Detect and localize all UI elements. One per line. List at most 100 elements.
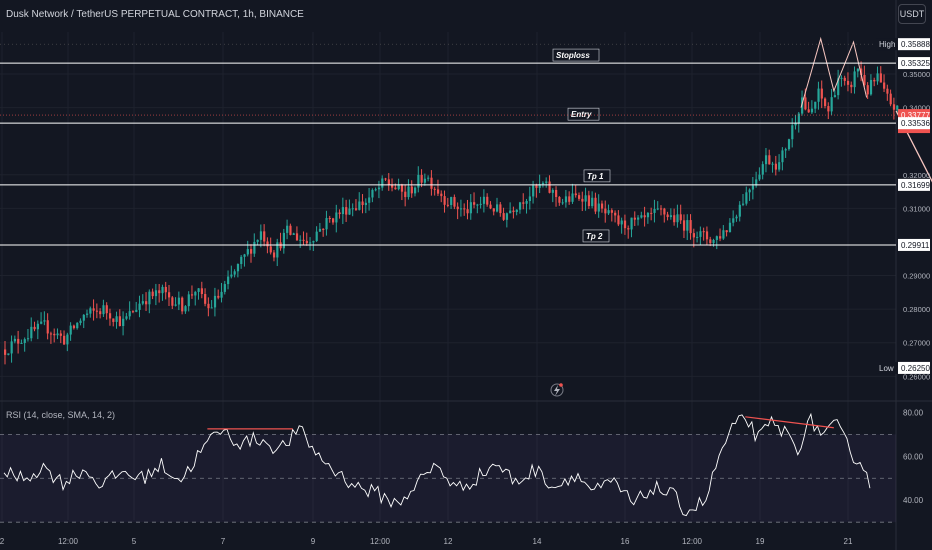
candle xyxy=(358,192,361,211)
candle xyxy=(466,199,469,220)
candle xyxy=(10,335,13,363)
candle xyxy=(702,227,705,241)
candle xyxy=(53,328,56,343)
candle-body xyxy=(594,197,597,212)
time-tick-label: 16 xyxy=(621,537,630,546)
candle-body xyxy=(151,291,154,297)
candle xyxy=(433,186,436,196)
candle-body xyxy=(325,218,328,230)
candle-body xyxy=(400,184,404,192)
candle-body xyxy=(840,77,843,79)
candle-body xyxy=(778,162,781,170)
candle xyxy=(669,208,673,220)
candle xyxy=(217,289,220,300)
candle-body xyxy=(578,195,581,199)
candle-body xyxy=(496,204,499,212)
price-label-badge xyxy=(898,117,930,130)
candle-body xyxy=(784,149,787,151)
candle xyxy=(450,196,453,209)
candle xyxy=(348,199,351,215)
candle-body xyxy=(699,231,702,237)
candle-body xyxy=(830,97,833,112)
candle-body xyxy=(79,320,82,323)
candle xyxy=(863,65,866,88)
candle xyxy=(525,198,528,214)
candle xyxy=(345,199,348,222)
candle-body xyxy=(889,93,892,105)
candle xyxy=(725,230,728,237)
candle-body xyxy=(863,74,866,86)
candle-body xyxy=(715,236,718,240)
candle xyxy=(131,310,135,314)
candle-body xyxy=(814,101,817,109)
candle-body xyxy=(676,214,679,223)
candle-body xyxy=(276,242,279,258)
level-label-text: Stoploss xyxy=(556,51,590,60)
candle-body xyxy=(105,305,108,314)
candle xyxy=(161,284,164,301)
rsi-divergence-line xyxy=(745,416,834,429)
candle xyxy=(463,203,466,216)
candle-body xyxy=(391,184,394,188)
candle-body xyxy=(36,323,39,330)
candle-body xyxy=(207,303,210,309)
candle-body xyxy=(456,206,459,210)
candle-body xyxy=(732,218,735,223)
candle xyxy=(505,212,509,228)
candle xyxy=(784,147,787,158)
candle-body xyxy=(423,178,427,183)
candle xyxy=(614,210,617,223)
candle-body xyxy=(115,316,118,322)
candle-body xyxy=(850,84,853,88)
candle xyxy=(145,292,148,312)
candle xyxy=(604,200,607,223)
candle-body xyxy=(145,301,148,305)
candle-body xyxy=(774,163,777,170)
candle-body xyxy=(302,239,305,241)
candle-body xyxy=(250,249,253,254)
candle-body xyxy=(30,326,33,339)
candle xyxy=(892,97,896,120)
candle xyxy=(610,208,613,222)
price-label-value: 0.35888 xyxy=(901,40,930,49)
candle xyxy=(177,291,181,311)
candle-body xyxy=(492,208,495,212)
candle xyxy=(220,282,223,303)
candle-body xyxy=(538,184,541,188)
candle xyxy=(591,191,594,209)
candle-body xyxy=(433,188,436,190)
candle-body xyxy=(810,108,814,113)
candle xyxy=(489,201,492,210)
price-tick-label: 0.34000 xyxy=(903,104,930,113)
candle xyxy=(459,199,463,217)
candle-body xyxy=(210,307,213,309)
lightning-icon[interactable] xyxy=(550,383,564,397)
candle xyxy=(499,201,502,217)
candle xyxy=(568,191,571,205)
candle xyxy=(210,300,213,309)
candle xyxy=(869,74,873,96)
candle-body xyxy=(381,178,384,188)
candle xyxy=(315,226,318,242)
candle-body xyxy=(686,220,689,231)
candle xyxy=(728,218,732,233)
candle-body xyxy=(82,314,85,321)
candle xyxy=(650,207,653,221)
candle xyxy=(837,69,840,100)
candle-body xyxy=(512,210,515,213)
candle xyxy=(666,211,669,221)
currency-button[interactable]: USDT xyxy=(898,4,926,24)
candle-body xyxy=(742,203,745,205)
candle xyxy=(699,226,702,245)
candle-body xyxy=(702,231,705,233)
time-tick-label: 7 xyxy=(221,537,226,546)
candle-body xyxy=(56,333,59,336)
time-tick-label: 12:00 xyxy=(370,537,391,546)
candle xyxy=(436,179,440,197)
candle xyxy=(584,187,587,211)
candle xyxy=(774,155,777,176)
candle-body xyxy=(69,325,72,335)
candle xyxy=(486,193,489,207)
price-tag-text: Low xyxy=(879,364,894,373)
